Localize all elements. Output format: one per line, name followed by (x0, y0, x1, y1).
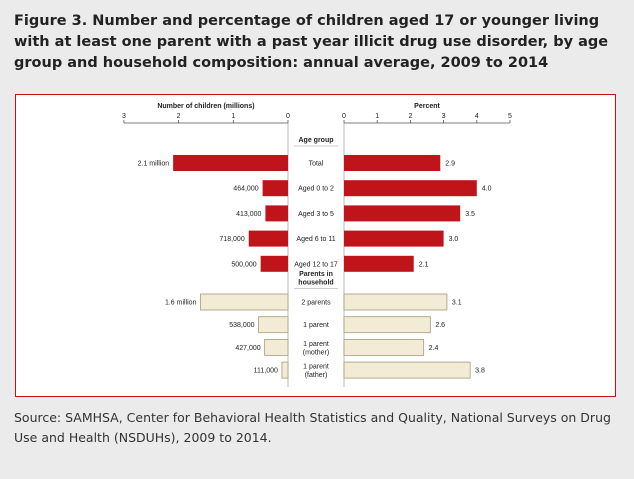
category-label: Aged 6 to 11 (296, 236, 335, 243)
count-data-label: 718,000 (219, 236, 244, 243)
left-axis-title: Number of children (millions) (157, 103, 254, 110)
percent-data-label: 2.4 (429, 345, 439, 352)
right-axis-tick-label: 0 (342, 113, 346, 120)
count-bar (258, 316, 289, 334)
category-label-sub: (father) (305, 372, 328, 379)
right-axis-title: Percent (414, 103, 440, 110)
count-data-label: 427,000 (235, 345, 260, 352)
percent-data-label: 3.5 (465, 211, 475, 218)
group-heading: Parents in (299, 271, 333, 278)
chart-panel: Number of children (millions) Percent 3 2 1 0… (15, 94, 616, 397)
count-bar (265, 205, 288, 222)
percent-data-label: 3.8 (475, 368, 485, 375)
right-axis-tick-label: 5 (508, 113, 512, 120)
category-label: Aged 12 to 17 (294, 261, 338, 268)
percent-bar (344, 155, 441, 171)
percent-bar (343, 316, 431, 334)
count-data-label: 2.1 million (138, 161, 170, 168)
figure-title: Figure 3. Number and percentage of child… (14, 13, 609, 71)
percent-bar (343, 361, 471, 379)
category-label: 1 parent (303, 364, 329, 371)
count-data-label: 413,000 (236, 211, 261, 218)
count-data-label: 1.6 million (165, 300, 197, 307)
count-bar (281, 361, 289, 379)
right-axis-tick-label: 3 (442, 113, 446, 120)
count-bar (264, 338, 289, 356)
count-data-label: 538,000 (229, 322, 254, 329)
percent-data-label: 4.0 (482, 186, 492, 193)
right-axis-tick-label: 2 (408, 113, 412, 120)
percent-bar (344, 180, 477, 197)
category-label: 1 parent (303, 341, 329, 348)
count-bar (200, 293, 289, 311)
percent-bar (343, 293, 448, 311)
percent-bar (344, 255, 414, 272)
category-label-sub: (mother) (303, 349, 329, 356)
percent-data-label: 3.0 (449, 236, 459, 243)
category-label: 1 parent (303, 322, 329, 329)
category-label: Aged 0 to 2 (298, 186, 334, 193)
category-label: Aged 3 to 5 (298, 211, 334, 218)
count-data-label: 111,000 (254, 368, 278, 375)
count-bar (260, 255, 288, 272)
category-label: Total (309, 161, 324, 168)
left-axis-tick-label: 3 (122, 113, 126, 120)
count-bar (248, 230, 288, 247)
source-note: Source: SAMHSA, Center for Behavioral He… (14, 410, 611, 445)
left-axis-tick-label: 0 (286, 113, 290, 120)
percent-data-label: 2.1 (419, 261, 429, 268)
left-axis-tick-label: 1 (231, 113, 235, 120)
count-bar (173, 155, 288, 171)
group-heading: household (298, 280, 333, 287)
percent-bar (344, 230, 444, 247)
count-bar (262, 180, 288, 197)
left-axis-tick-label: 2 (177, 113, 181, 120)
percent-data-label: 2.9 (445, 161, 455, 168)
category-label: 2 parents (301, 300, 331, 307)
right-axis-tick-label: 1 (375, 113, 379, 120)
percent-data-label: 3.1 (452, 300, 462, 307)
percent-bar (344, 205, 461, 222)
group-heading: Age group (299, 137, 334, 144)
count-data-label: 500,000 (231, 261, 256, 268)
percent-data-label: 2.6 (435, 322, 445, 329)
count-data-label: 464,000 (233, 186, 258, 193)
right-axis-tick-label: 4 (475, 113, 479, 120)
percent-bar (343, 338, 425, 356)
